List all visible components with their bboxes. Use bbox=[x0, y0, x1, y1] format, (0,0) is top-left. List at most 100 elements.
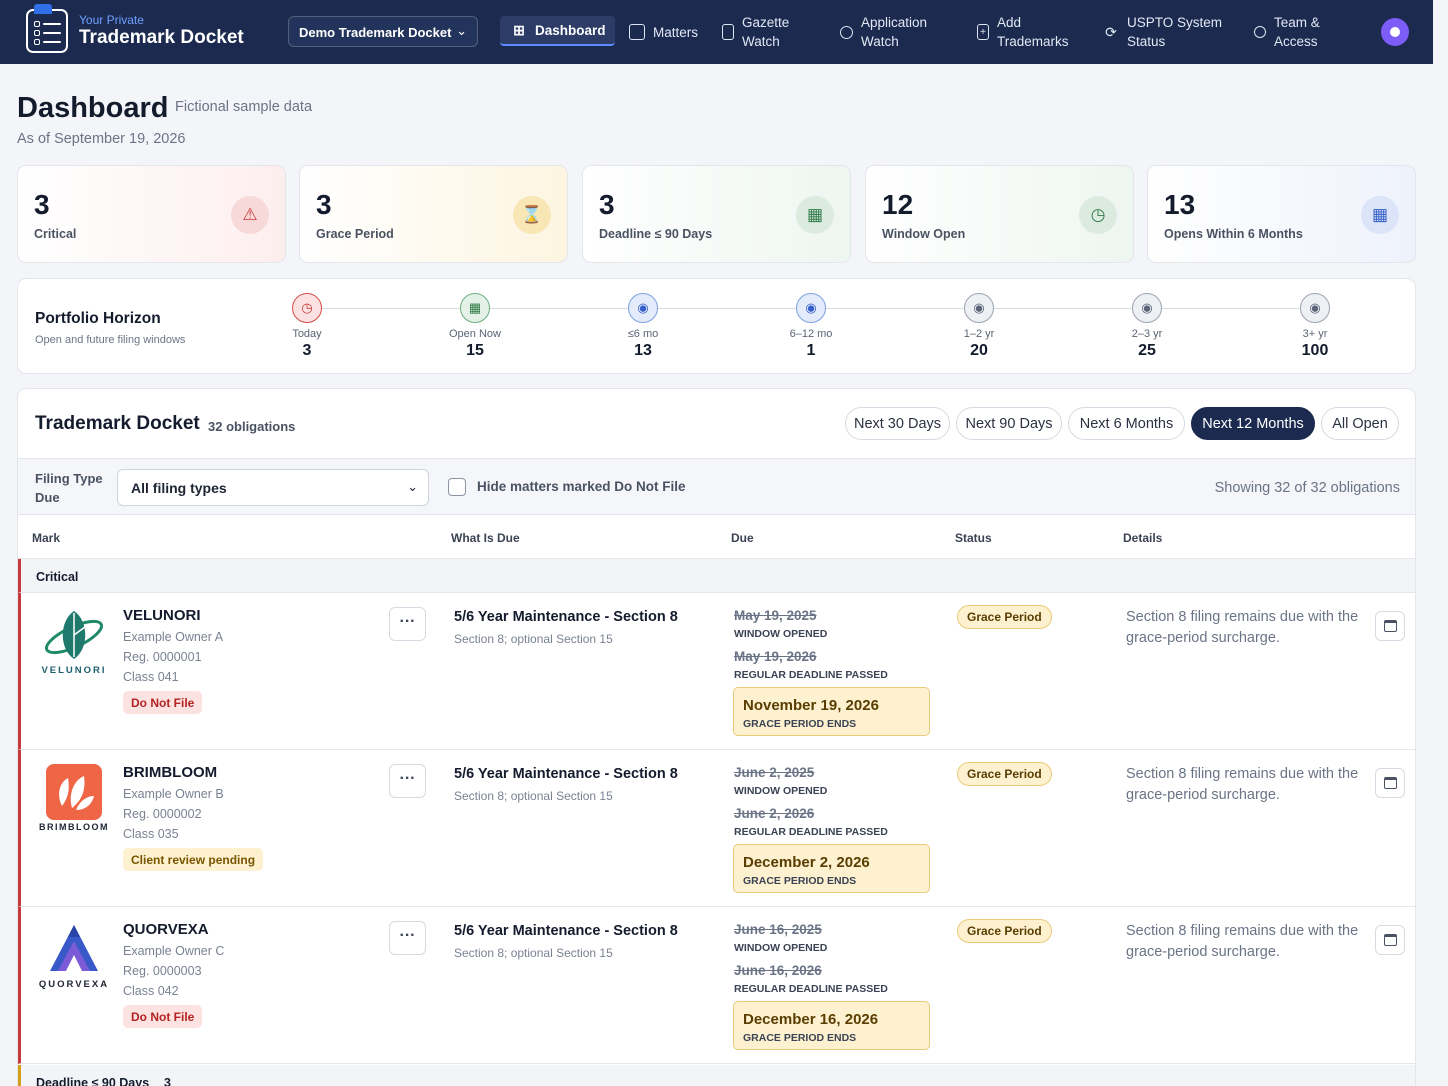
add-to-calendar-button[interactable] bbox=[1375, 925, 1405, 955]
quorvexa-logo: QUORVEXA bbox=[38, 921, 110, 993]
table-row[interactable]: VELUNORI VELUNORI Example Owner A Reg. 0… bbox=[18, 593, 1415, 750]
header-divider bbox=[18, 558, 1415, 559]
add-to-calendar-button[interactable] bbox=[1375, 611, 1405, 641]
nav-uspto-status[interactable]: ⟳ USPTO System Status bbox=[1103, 12, 1222, 52]
mark-registration: Reg. 0000002 bbox=[123, 807, 202, 821]
nav-add-trademarks[interactable]: + Add Trademarks bbox=[977, 12, 1069, 52]
docket-selector[interactable]: Demo Trademark Docket ⌄ bbox=[288, 16, 478, 47]
filing-type-label: Filing Type Due bbox=[35, 471, 103, 505]
folder-icon bbox=[629, 24, 645, 40]
velunori-logo: VELUNORI bbox=[38, 607, 110, 679]
mark-owner: Example Owner C bbox=[123, 944, 225, 958]
status-badge: Grace Period bbox=[957, 762, 1052, 786]
target-icon: ◉ bbox=[628, 293, 658, 323]
more-actions-button[interactable]: ··· bbox=[389, 921, 426, 955]
nav-uspto-line1: USPTO System bbox=[1127, 15, 1223, 30]
calendar-icon bbox=[1383, 777, 1397, 789]
horizon-step-label: 3+ yr bbox=[1302, 328, 1328, 340]
horizon-step-open-now[interactable]: ▦ Open Now 15 bbox=[435, 293, 515, 360]
page-title: Dashboard bbox=[17, 92, 169, 124]
range-next-6-months[interactable]: Next 6 Months bbox=[1068, 407, 1185, 440]
horizon-step-today[interactable]: ◷ Today 3 bbox=[267, 293, 347, 360]
obligation-count: 32 obligations bbox=[208, 419, 296, 434]
what-is-due-sub: Section 8; optional Section 15 bbox=[454, 632, 613, 646]
stat-card-opens-6-months[interactable]: 13 Opens Within 6 Months ▦ bbox=[1147, 165, 1416, 263]
more-actions-button[interactable]: ··· bbox=[389, 607, 426, 641]
nav-gazette-watch[interactable]: Gazette Watch bbox=[722, 12, 789, 52]
more-actions-button[interactable]: ··· bbox=[389, 764, 426, 798]
stat-card-grace-period[interactable]: 3 Grace Period ⌛ bbox=[299, 165, 568, 263]
table-row[interactable]: BRIMBLOOM BRIMBLOOM Example Owner B Reg.… bbox=[18, 750, 1415, 907]
nav-add-line2: Trademarks bbox=[997, 34, 1069, 49]
mark-name[interactable]: QUORVEXA bbox=[123, 921, 209, 938]
calendar-icon: ▦ bbox=[460, 293, 490, 323]
mark-name[interactable]: VELUNORI bbox=[123, 607, 201, 624]
stat-card-window-open[interactable]: 12 Window Open ◷ bbox=[865, 165, 1134, 263]
horizon-step-6-12mo[interactable]: ◉ 6–12 mo 1 bbox=[771, 293, 851, 360]
refresh-icon: ⟳ bbox=[1105, 23, 1117, 40]
column-status: Status bbox=[955, 531, 992, 545]
hide-do-not-file-checkbox[interactable] bbox=[448, 478, 466, 496]
horizon-step-value: 25 bbox=[1138, 342, 1156, 359]
target-icon: ◉ bbox=[1300, 293, 1330, 323]
stat-card-deadline-90[interactable]: 3 Deadline ≤ 90 Days ▦ bbox=[582, 165, 851, 263]
nav-uspto-line2: Status bbox=[1127, 34, 1166, 49]
horizon-step-label: 1–2 yr bbox=[963, 328, 995, 340]
top-navigation: Your Private Trademark Docket Demo Trade… bbox=[0, 0, 1433, 64]
add-to-calendar-button[interactable] bbox=[1375, 768, 1405, 798]
range-all-open[interactable]: All Open bbox=[1321, 407, 1399, 440]
target-icon: ◉ bbox=[964, 293, 994, 323]
regular-deadline-caption: REGULAR DEADLINE PASSED bbox=[734, 669, 888, 681]
row-details: Section 8 filing remains due with the gr… bbox=[1126, 766, 1359, 803]
do-not-file-chip: Do Not File bbox=[123, 1005, 203, 1028]
logo-wordmark: VELUNORI bbox=[41, 665, 107, 676]
user-avatar[interactable] bbox=[1381, 18, 1409, 46]
horizon-step-label: Today bbox=[292, 328, 322, 340]
nav-team-access[interactable]: Team & Access bbox=[1254, 12, 1320, 52]
nav-application-line2: Watch bbox=[861, 34, 899, 49]
horizon-step-value: 3 bbox=[302, 342, 312, 359]
mark-name[interactable]: BRIMBLOOM bbox=[123, 764, 218, 781]
grace-period-box: November 19, 2026 GRACE PERIOD ENDS bbox=[733, 687, 930, 736]
clock-icon: ◷ bbox=[292, 293, 322, 323]
trademark-docket-panel: Trademark Docket 32 obligations Next 30 … bbox=[17, 388, 1416, 1086]
horizon-step-label: 6–12 mo bbox=[789, 328, 833, 340]
range-next-30-days[interactable]: Next 30 Days bbox=[845, 407, 950, 440]
horizon-step-2-3yr[interactable]: ◉ 2–3 yr 25 bbox=[1107, 293, 1187, 360]
nav-dashboard[interactable]: ⊞ Dashboard bbox=[500, 16, 615, 46]
horizon-step-value: 100 bbox=[1301, 342, 1329, 359]
window-opened-caption: WINDOW OPENED bbox=[734, 942, 828, 954]
horizon-step-1-2yr[interactable]: ◉ 1–2 yr 20 bbox=[939, 293, 1019, 360]
stat-label: Opens Within 6 Months bbox=[1164, 227, 1303, 241]
mark-owner: Example Owner A bbox=[123, 630, 224, 644]
what-is-due: 5/6 Year Maintenance - Section 8 bbox=[454, 923, 678, 939]
horizon-step-3yr-plus[interactable]: ◉ 3+ yr 100 bbox=[1275, 293, 1355, 360]
users-icon bbox=[1254, 26, 1266, 38]
range-next-90-days[interactable]: Next 90 Days bbox=[956, 407, 1062, 440]
leaf-bloom-icon bbox=[46, 764, 102, 820]
nav-application-line1: Application bbox=[861, 15, 928, 30]
filing-type-select[interactable]: All filing types ⌄ bbox=[117, 469, 429, 506]
calendar-icon: ▦ bbox=[796, 196, 834, 234]
stat-value: 3 bbox=[316, 189, 332, 220]
group-name: Critical bbox=[36, 570, 79, 584]
range-next-12-months[interactable]: Next 12 Months bbox=[1191, 407, 1315, 440]
window-opened-date: May 19, 2025 bbox=[734, 608, 817, 623]
nav-team-line1: Team & bbox=[1274, 15, 1320, 30]
grace-period-date: December 2, 2026 bbox=[743, 854, 870, 871]
nav-application-watch[interactable]: Application Watch bbox=[840, 12, 927, 52]
stat-label: Critical bbox=[34, 227, 77, 241]
hide-do-not-file-label[interactable]: Hide matters marked Do Not File bbox=[477, 479, 686, 494]
horizon-step-6mo[interactable]: ◉ ≤6 mo 13 bbox=[603, 293, 683, 360]
portfolio-horizon: Portfolio Horizon Open and future filing… bbox=[17, 278, 1416, 374]
brand[interactable]: Your Private Trademark Docket bbox=[26, 4, 244, 53]
table-row[interactable]: QUORVEXA QUORVEXA Example Owner C Reg. 0… bbox=[18, 907, 1415, 1064]
do-not-file-chip: Do Not File bbox=[123, 691, 203, 714]
mark-class: Class 035 bbox=[123, 827, 179, 841]
nav-matters[interactable]: Matters bbox=[629, 12, 698, 52]
client-review-chip: Client review pending bbox=[123, 848, 264, 871]
window-opened-date: June 2, 2025 bbox=[734, 765, 815, 780]
stat-card-critical[interactable]: 3 Critical ⚠ bbox=[17, 165, 286, 263]
mark-class: Class 041 bbox=[123, 670, 179, 684]
newspaper-icon bbox=[722, 24, 734, 40]
